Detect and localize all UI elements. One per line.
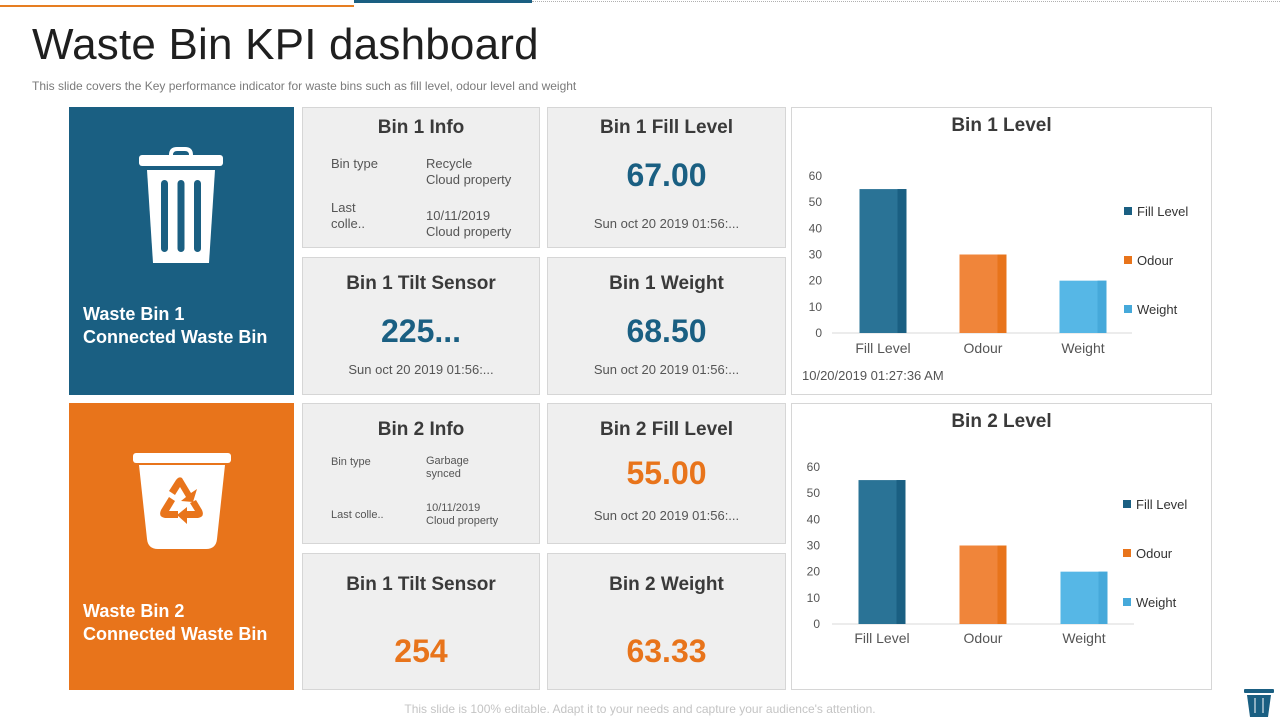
kpi-value: 63.33: [626, 633, 707, 669]
bar-shade: [1097, 280, 1107, 333]
legend-swatch: [1124, 256, 1132, 264]
y-tick-label: 10: [807, 591, 821, 605]
category-label: Fill Level: [855, 340, 910, 356]
y-tick-label: 60: [809, 169, 823, 183]
kpi-value: 225...: [380, 313, 462, 349]
legend-label: Odour: [1136, 546, 1173, 561]
card-title: Bin 2 Fill Level: [599, 419, 734, 440]
y-tick-label: 50: [807, 486, 821, 500]
legend-swatch: [1123, 598, 1131, 606]
card-title: Bin 1 Tilt Sensor: [346, 273, 496, 294]
bin-1-info-card: Bin 1 Info Bin type Recycle Cloud proper…: [302, 107, 540, 248]
card-title: Bin 1 Weight: [609, 273, 724, 294]
kpi-timestamp: Sun oct 20 2019 01:56:...: [593, 216, 740, 231]
legend-swatch: [1124, 305, 1132, 313]
card-title: Bin 1 Info: [377, 117, 465, 138]
category-label: Odour: [964, 340, 1003, 356]
bar-shade: [997, 545, 1007, 624]
last-collected-value: 10/11/2019 Cloud property: [426, 502, 499, 527]
bar-shade: [997, 254, 1007, 333]
bin-2-panel-name: Waste Bin 2: [83, 601, 185, 621]
bin-2-weight-card: Bin 2 Weight 63.33: [547, 553, 786, 690]
bin-1-level-chart: Bin 1 Level 0 10 20 30 40 50 60 Fill Level Odour…: [791, 107, 1212, 395]
last-collected-label: Last colle..: [331, 509, 384, 521]
y-tick-label: 40: [807, 512, 821, 526]
bar-shade: [897, 189, 907, 333]
bin-1-level-bar-chart: 0 10 20 30 40 50 60 Fill Level Odour Weight Fill L…: [809, 169, 1189, 356]
bin-2-tilt-sensor-card: Bin 1 Tilt Sensor 254: [302, 553, 540, 690]
card-title: Bin 1 Fill Level: [599, 117, 734, 138]
kpi-value: 67.00: [626, 157, 707, 193]
bar-shade: [896, 480, 906, 624]
bin-type-value: Garbage synced: [426, 455, 469, 480]
legend-label: Fill Level: [1136, 497, 1187, 512]
top-accent-line-orange: [0, 5, 354, 7]
y-tick-label: 30: [809, 248, 823, 262]
chart-title: Bin 2 Level: [951, 411, 1052, 432]
bin-type-label: Bin type: [331, 456, 371, 468]
top-dotted-line: [532, 1, 1280, 2]
trash-can-icon: [1244, 689, 1274, 717]
bin-2-level-chart: Bin 2 Level 0 10 20 30 40 50 60 Fill Level Odour…: [791, 403, 1212, 690]
page-title: Waste Bin KPI dashboard: [32, 20, 539, 69]
y-tick-label: 40: [809, 221, 823, 235]
chart-title: Bin 1 Level: [951, 115, 1052, 136]
bar-shade: [1098, 571, 1108, 624]
y-tick-label: 20: [809, 274, 823, 288]
card-title: Bin 2 Info: [377, 419, 465, 440]
bin-2-level-bar-chart: 0 10 20 30 40 50 60 Fill Level Odour Weight Fill L…: [807, 460, 1188, 646]
bin-2-info-card: Bin 2 Info Bin type Garbage synced Last …: [302, 403, 540, 544]
y-tick-label: 30: [807, 539, 821, 553]
kpi-value: 55.00: [626, 455, 707, 491]
chart-timestamp: 10/20/2019 01:27:36 AM: [802, 368, 944, 383]
recycle-bin-icon: [133, 453, 231, 549]
bin-1-tilt-sensor-card: Bin 1 Tilt Sensor 225... Sun oct 20 2019…: [302, 257, 540, 395]
category-label: Odour: [964, 630, 1003, 646]
card-title: Bin 1 Tilt Sensor: [346, 574, 496, 595]
bin-1-panel-subtitle: Connected Waste Bin: [83, 327, 268, 347]
legend-swatch: [1124, 207, 1132, 215]
y-tick-label: 50: [809, 195, 823, 209]
legend-label: Odour: [1137, 253, 1174, 268]
waste-bin-1-panel: Waste Bin 1 Connected Waste Bin: [69, 107, 294, 395]
bin-1-weight-card: Bin 1 Weight 68.50 Sun oct 20 2019 01:56…: [547, 257, 786, 395]
recycle-icon: [160, 477, 203, 524]
kpi-timestamp: Sun oct 20 2019 01:56:...: [593, 508, 740, 523]
page-subtitle: This slide covers the Key performance in…: [32, 79, 577, 93]
legend-label: Fill Level: [1137, 204, 1188, 219]
y-tick-label: 0: [813, 617, 820, 631]
last-collected-value: 10/11/2019 Cloud property: [426, 208, 512, 239]
bin-1-panel-name: Waste Bin 1: [83, 304, 185, 324]
legend-swatch: [1123, 549, 1131, 557]
y-tick-label: 10: [809, 300, 823, 314]
last-collected-label: Last colle..: [331, 200, 365, 231]
bin-2-panel-subtitle: Connected Waste Bin: [83, 624, 268, 644]
bin-type-value: Recycle Cloud property: [426, 156, 512, 187]
kpi-value: 68.50: [626, 313, 707, 349]
bin-type-label: Bin type: [331, 156, 378, 171]
card-title: Bin 2 Weight: [609, 574, 724, 595]
y-tick-label: 20: [807, 565, 821, 579]
category-label: Weight: [1062, 630, 1105, 646]
waste-bin-2-panel: Waste Bin 2 Connected Waste Bin: [69, 403, 294, 690]
legend-label: Weight: [1136, 595, 1177, 610]
kpi-value: 254: [394, 633, 448, 669]
y-tick-label: 60: [807, 460, 821, 474]
legend-swatch: [1123, 500, 1131, 508]
bin-2-fill-level-card: Bin 2 Fill Level 55.00 Sun oct 20 2019 0…: [547, 403, 786, 544]
footer-note: This slide is 100% editable. Adapt it to…: [404, 702, 876, 716]
bin-1-fill-level-card: Bin 1 Fill Level 67.00 Sun oct 20 2019 0…: [547, 107, 786, 248]
legend-label: Weight: [1137, 302, 1178, 317]
kpi-timestamp: Sun oct 20 2019 01:56:...: [593, 362, 740, 377]
y-tick-label: 0: [815, 326, 822, 340]
trash-can-icon: [139, 147, 223, 263]
category-label: Fill Level: [854, 630, 909, 646]
category-label: Weight: [1061, 340, 1104, 356]
kpi-timestamp: Sun oct 20 2019 01:56:...: [348, 362, 494, 377]
top-accent-line-blue: [354, 0, 532, 3]
